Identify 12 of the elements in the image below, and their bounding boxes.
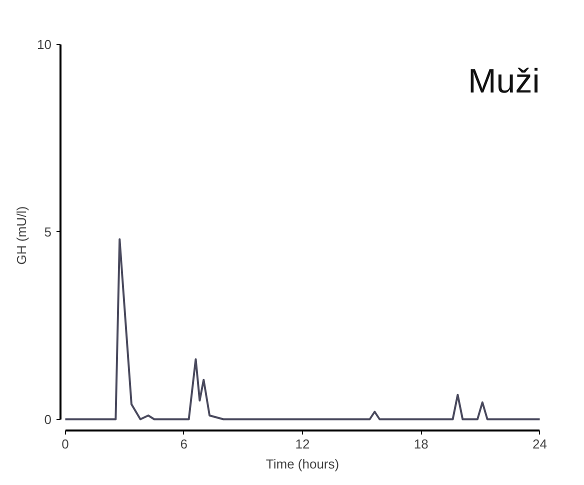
x-tick-label: 12 (295, 436, 310, 452)
x-tick-label: 6 (180, 436, 188, 452)
annotation: Muži (468, 62, 540, 100)
x-tick-label: 24 (532, 436, 547, 452)
x-tick-label: 18 (414, 436, 428, 452)
y-tick-label: 0 (44, 412, 52, 427)
line-series (64, 238, 541, 420)
x-tick-label: 0 (62, 436, 69, 452)
y-tick-label: 5 (44, 224, 52, 240)
x-axis-title: Time (hours) (266, 456, 340, 472)
y-tick-label: 10 (37, 36, 52, 52)
y-axis-title: GH (mU/l) (14, 206, 30, 265)
